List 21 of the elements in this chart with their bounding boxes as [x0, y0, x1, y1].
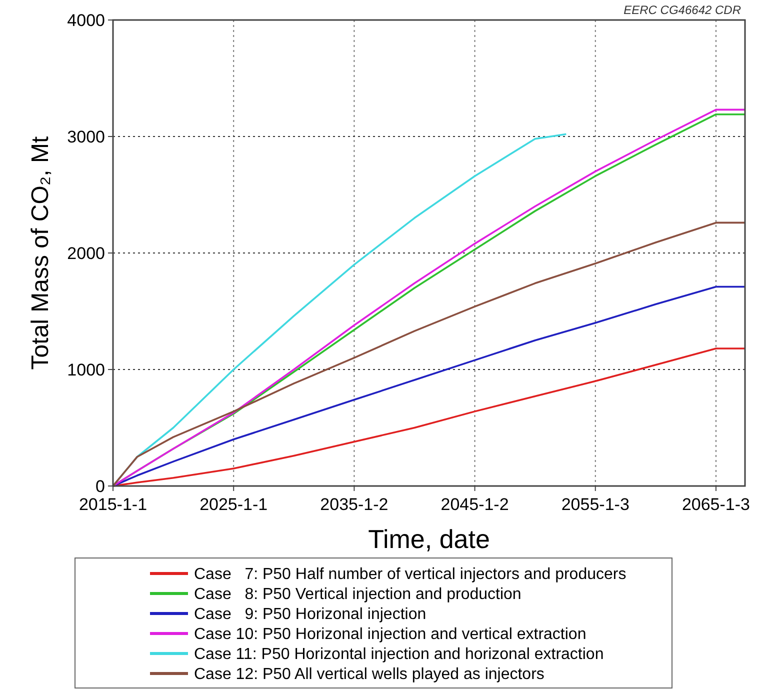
- x-tick-label: 2025-1-1: [200, 495, 268, 514]
- x-tick-label: 2065-1-3: [682, 495, 750, 514]
- y-axis-title: Total Mass of CO₂, Mt: [27, 136, 54, 370]
- y-tick-label: 3000: [67, 128, 105, 146]
- legend-label: Case 12: P50 All vertical wells played as injectors: [194, 666, 544, 683]
- x-tick-label: 2035-1-2: [320, 495, 388, 514]
- x-tick-label: 2045-1-2: [440, 495, 509, 514]
- x-tick-label: 2015-1-1: [78, 495, 148, 514]
- legend-label: Case 7: P50 Half number of vertical injectors and producers: [194, 566, 626, 583]
- y-tick-label: 2000: [67, 244, 105, 263]
- legend-label: Case 8: P50 Vertical injection and production: [194, 586, 522, 603]
- x-tick-label: 2055-1-3: [561, 495, 630, 514]
- y-tick-label: 0: [96, 477, 105, 496]
- legend-label: Case 11: P50 Horizontal injection and horizonal extraction: [194, 646, 604, 663]
- x-axis-title: Time, date: [368, 524, 490, 554]
- text: EERC CG46642 CDR: [624, 3, 742, 17]
- y-tick-label: 4000: [67, 11, 105, 30]
- y-tick-label: 1000: [67, 360, 105, 380]
- legend-label: Case 9: P50 Horizonal injection: [194, 606, 426, 623]
- line-series: [112, 222, 746, 487]
- legend-label: Case 10: P50 Horizonal injection and vertical extraction: [194, 626, 586, 643]
